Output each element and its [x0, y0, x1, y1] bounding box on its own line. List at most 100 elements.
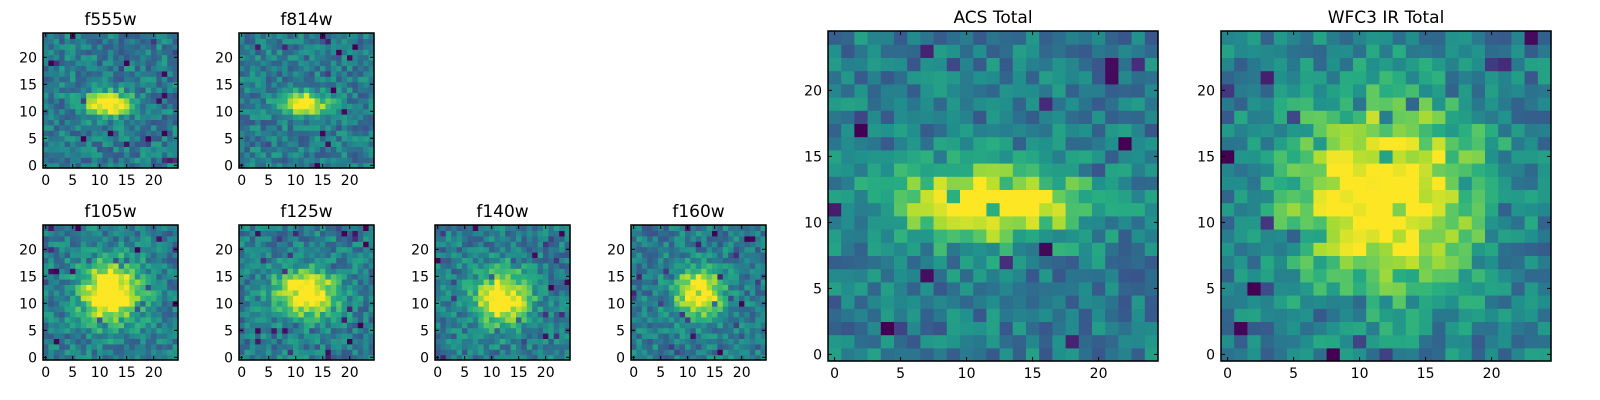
heatmap-cell	[907, 229, 921, 243]
heatmap-cell	[1065, 97, 1080, 111]
heatmap-cell	[652, 343, 659, 350]
heatmap-cell	[167, 349, 174, 356]
heatmap-cell	[113, 60, 120, 66]
heatmap-cell	[755, 306, 762, 312]
heatmap-cell	[255, 343, 262, 350]
heatmap-cell	[347, 284, 353, 291]
heatmap-cell	[244, 230, 251, 237]
heatmap-cell	[352, 225, 359, 231]
heatmap-cell	[1039, 281, 1053, 296]
heatmap-cell	[70, 268, 76, 275]
heatmap-cell	[478, 284, 485, 291]
heatmap-cell	[266, 87, 272, 93]
heatmap-cell	[309, 70, 316, 77]
heatmap-cell	[172, 92, 179, 99]
heatmap-cell	[320, 146, 326, 153]
heatmap-cell	[357, 241, 364, 248]
heatmap-cell	[1026, 321, 1040, 336]
heatmap-cell	[266, 108, 272, 115]
heatmap-cell	[287, 49, 294, 56]
heatmap-cell	[282, 343, 289, 350]
heatmap-cell	[91, 300, 98, 307]
heatmap-cell	[907, 295, 921, 309]
heatmap-cell	[271, 60, 278, 66]
heatmap-cell	[59, 135, 66, 142]
heatmap-cell	[151, 141, 157, 147]
heatmap-cell	[64, 135, 71, 142]
heatmap-cell	[129, 349, 136, 356]
heatmap-cell	[559, 225, 566, 231]
heatmap-cell	[658, 279, 664, 285]
heatmap-cell	[663, 354, 670, 361]
heatmap-cell	[298, 295, 305, 302]
heatmap-cell	[526, 246, 533, 253]
heatmap-cell	[478, 327, 485, 334]
heatmap-cell	[271, 141, 278, 147]
heatmap-cell	[521, 306, 528, 312]
heatmap-cell	[53, 284, 60, 291]
heatmap-cell	[287, 322, 294, 329]
heatmap-cell	[828, 163, 842, 177]
heatmap-cell	[97, 157, 103, 164]
heatmap-cell	[266, 135, 272, 142]
heatmap-cell	[336, 65, 343, 72]
heatmap-cell	[749, 284, 756, 291]
heatmap-cell	[107, 87, 114, 93]
heatmap-cell	[1078, 123, 1093, 138]
heatmap-cell	[368, 316, 375, 323]
heatmap-cell	[685, 284, 691, 291]
heatmap-cell	[526, 338, 533, 345]
heatmap-cell	[330, 124, 337, 131]
heatmap-cell	[749, 306, 756, 312]
heatmap-cell	[97, 349, 103, 356]
heatmap-cell	[1078, 189, 1093, 204]
heatmap-cell	[749, 316, 756, 323]
heatmap-cell	[59, 97, 66, 104]
heatmap-cell	[129, 92, 136, 99]
heatmap-cell	[564, 306, 571, 312]
heatmap-cell	[451, 343, 458, 350]
heatmap-cell	[999, 202, 1014, 217]
heatmap-cell	[113, 327, 120, 334]
heatmap-cell	[553, 354, 560, 361]
heatmap-cell	[271, 92, 278, 99]
heatmap-cell	[933, 308, 948, 322]
heatmap-cell	[1353, 242, 1367, 256]
heatmap-cell	[728, 284, 735, 291]
heatmap-cell	[303, 257, 310, 264]
x-tick-label: 0	[237, 365, 246, 381]
heatmap-cell	[521, 322, 528, 329]
heatmap-cell	[255, 70, 262, 77]
heatmap-cell	[1026, 136, 1040, 151]
heatmap-cell	[330, 246, 337, 253]
heatmap-cell	[663, 295, 670, 302]
heatmap-cell	[749, 246, 756, 253]
heatmap-cell	[282, 241, 289, 248]
heatmap-cell	[97, 114, 103, 120]
heatmap-cell	[271, 130, 278, 137]
heatmap-pixels	[239, 225, 375, 361]
heatmap-cell	[679, 289, 686, 296]
heatmap-cell	[336, 33, 343, 39]
heatmap-cell	[303, 284, 310, 291]
heatmap-cell	[314, 257, 321, 264]
heatmap-cell	[668, 235, 675, 242]
heatmap-cell	[282, 257, 289, 264]
heatmap-cell	[134, 306, 141, 312]
heatmap-cell	[722, 273, 729, 280]
heatmap-cell	[739, 327, 745, 334]
heatmap-cell	[91, 246, 98, 253]
heatmap-cell	[1131, 268, 1146, 283]
heatmap-cell	[1326, 268, 1341, 283]
heatmap-cell	[456, 279, 463, 285]
heatmap-cell	[701, 252, 708, 258]
heatmap-cell	[172, 97, 179, 104]
heatmap-cell	[489, 349, 495, 356]
heatmap-cell	[161, 322, 168, 329]
heatmap-cell	[472, 327, 479, 334]
heatmap-cell	[80, 295, 87, 302]
heatmap-cell	[1131, 295, 1146, 309]
heatmap-cell	[494, 322, 501, 329]
heatmap-cell	[336, 54, 343, 61]
heatmap-cell	[287, 65, 294, 72]
